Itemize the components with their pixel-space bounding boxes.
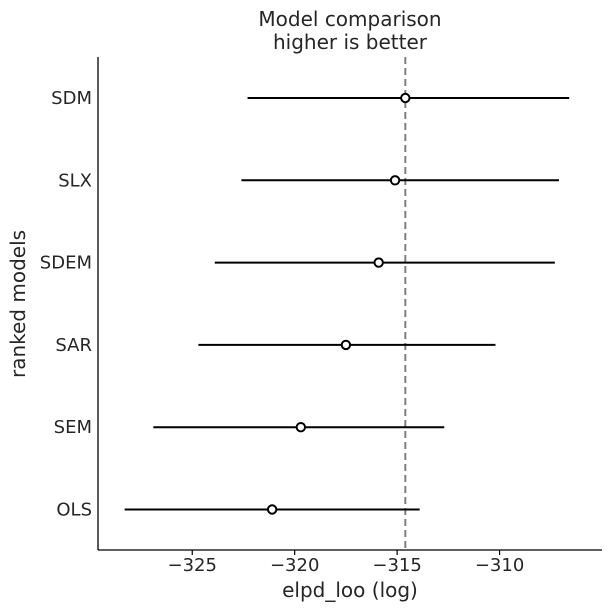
y-tick-label-sdem: SDEM xyxy=(40,253,92,274)
y-axis-labels: SDM SLX SDEM SAR SEM OLS xyxy=(40,88,92,521)
y-tick-label-ols: OLS xyxy=(56,500,92,521)
point-sdem xyxy=(373,257,384,268)
y-tick-label-sar: SAR xyxy=(55,335,92,356)
x-tick-label: −320 xyxy=(270,555,319,576)
point-ols xyxy=(266,504,278,515)
x-axis-ticks: −325 −320 −315 −310 xyxy=(168,550,524,576)
y-tick-label-sem: SEM xyxy=(54,417,92,438)
x-tick-label: −315 xyxy=(372,555,421,576)
point-sdm xyxy=(400,92,411,104)
point-slx xyxy=(389,175,401,186)
x-axis-label: elpd_loo (log) xyxy=(282,578,418,602)
chart-subtitle: higher is better xyxy=(273,30,428,54)
y-tick-label-slx: SLX xyxy=(58,170,92,191)
y-tick-label-sdm: SDM xyxy=(51,88,92,109)
plot-area xyxy=(124,57,570,550)
x-tick-label: −310 xyxy=(475,555,524,576)
chart-title: Model comparison xyxy=(258,7,441,31)
y-axis-label: ranked models xyxy=(6,230,30,378)
x-tick-label: −325 xyxy=(168,555,217,576)
point-sar xyxy=(340,339,352,351)
point-sem xyxy=(295,422,307,433)
